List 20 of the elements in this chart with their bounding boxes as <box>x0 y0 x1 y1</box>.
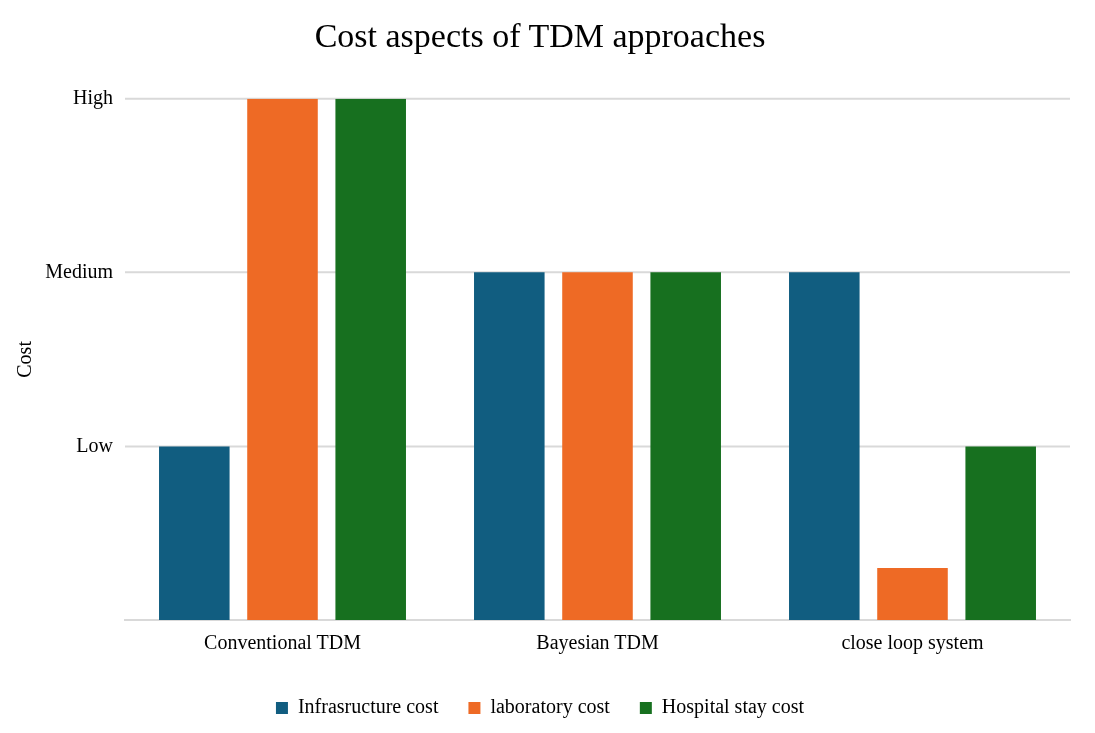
ref-line-label: High <box>73 86 113 110</box>
ref-line-label: Medium <box>45 259 114 282</box>
ref-line-label: Low <box>76 433 114 456</box>
bar <box>965 446 1036 620</box>
bar <box>474 272 545 620</box>
bar <box>247 98 318 620</box>
bar <box>650 272 721 620</box>
bar <box>562 272 633 620</box>
y-axis-title: Cost <box>13 340 36 378</box>
chart-title: Cost aspects of TDM approaches <box>314 17 766 55</box>
x-tick-label: close loop system <box>841 631 985 655</box>
legend-label: Infrasructure cost <box>297 695 439 718</box>
bar <box>159 446 230 620</box>
bar <box>877 567 948 620</box>
legend-label: Hospital stay cost <box>661 695 805 719</box>
bar <box>789 272 860 620</box>
legend-label: laboratory cost <box>490 695 611 719</box>
x-tick-label: Conventional TDM <box>204 631 362 654</box>
bar <box>335 98 406 620</box>
x-tick-label: Bayesian TDM <box>536 631 659 655</box>
